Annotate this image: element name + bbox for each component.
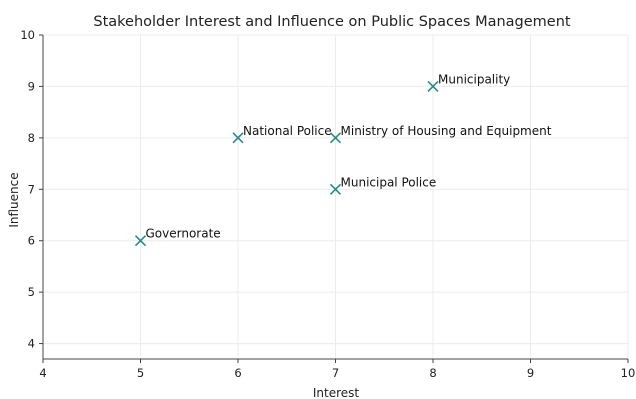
point-label: Municipality — [438, 72, 510, 86]
point-label: Municipal Police — [341, 175, 437, 189]
point-label: National Police — [243, 124, 332, 138]
y-tick-label: 5 — [28, 285, 35, 299]
x-marker — [232, 132, 244, 144]
chart-title: Stakeholder Interest and Influence on Pu… — [93, 14, 571, 30]
y-tick-label: 10 — [20, 28, 35, 42]
x-tick-label: 10 — [621, 366, 636, 380]
y-tick-label: 7 — [28, 182, 35, 196]
x-tick-label: 9 — [527, 366, 534, 380]
x-tick-label: 5 — [137, 366, 144, 380]
data-point: National Police — [232, 124, 332, 144]
point-label: Governorate — [146, 227, 221, 241]
y-axis-label: Influence — [7, 172, 21, 227]
x-marker — [329, 132, 342, 144]
x-tick-label: 6 — [234, 366, 241, 380]
x-axis-label: Interest — [313, 386, 360, 399]
x-tick-labels: 4 5 6 7 8 9 10 — [39, 366, 635, 380]
grid — [42, 34, 629, 359]
y-tick-label: 9 — [28, 79, 35, 93]
y-tick-labels: 4 5 6 7 8 9 10 — [20, 28, 35, 351]
y-tick-label: 6 — [28, 234, 35, 248]
x-tick-label: 4 — [39, 366, 46, 380]
x-tick-label: 8 — [429, 366, 436, 380]
x-marker — [329, 183, 342, 195]
data-point: Governorate — [134, 227, 221, 247]
x-tick-label: 7 — [332, 366, 339, 380]
point-label: Ministry of Housing and Equipment — [341, 124, 552, 138]
x-marker — [134, 235, 147, 247]
data-point: Municipal Police — [329, 175, 437, 195]
x-marker — [427, 80, 439, 92]
data-point: Municipality — [427, 72, 510, 92]
y-tick-label: 8 — [28, 131, 35, 145]
data-point: Ministry of Housing and Equipment — [329, 124, 552, 144]
axes — [39, 34, 629, 363]
y-tick-label: 4 — [28, 337, 35, 351]
data-points: Municipality National Police Ministry of H… — [134, 72, 552, 247]
